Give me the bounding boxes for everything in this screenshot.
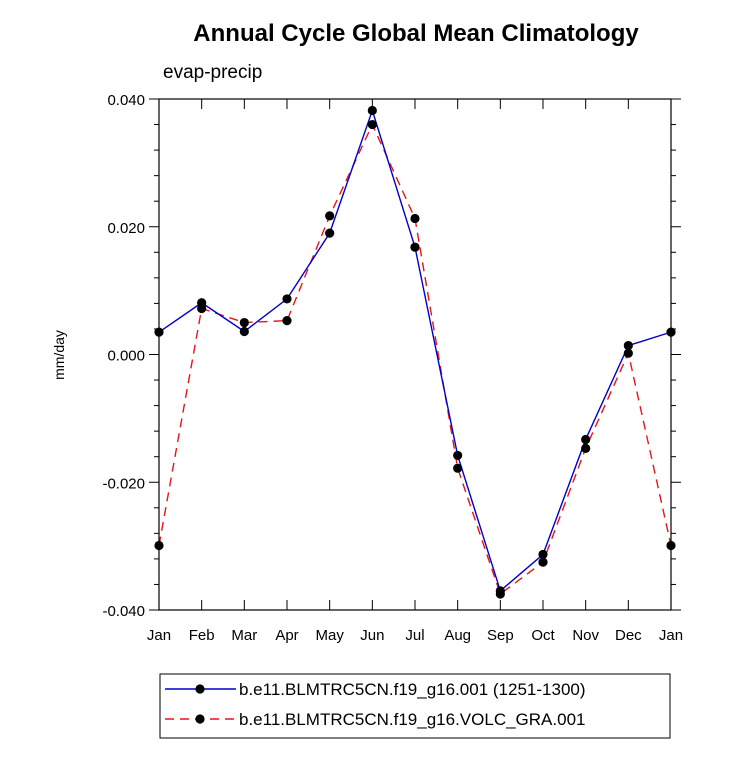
x-tick-label: Feb <box>189 627 215 644</box>
legend-box <box>159 673 671 739</box>
series-2-point <box>282 316 292 326</box>
series-2-point <box>410 213 420 224</box>
series-1-point <box>453 450 463 461</box>
x-tick-label: Jan <box>147 627 171 644</box>
legend-marker-2 <box>195 714 205 724</box>
chart-title: Annual Cycle Global Mean Climatology <box>193 20 639 47</box>
series-2-point <box>367 119 377 130</box>
x-tick-label: Dec <box>615 627 642 644</box>
series-1-point <box>623 340 633 351</box>
y-tick-label: -0.040 <box>102 603 145 620</box>
legend-label-2: b.e11.BLMTRC5CN.f19_g16.VOLC_GRA.001 <box>239 710 585 729</box>
series-2-point <box>453 463 463 473</box>
x-tick-label: May <box>315 627 344 644</box>
series-2-point <box>538 557 548 567</box>
series-1-point <box>538 549 548 560</box>
x-tick-label: Oct <box>531 627 555 644</box>
x-tick-label: Sep <box>487 627 514 644</box>
series-line-2 <box>158 122 672 596</box>
y-tick-label: -0.020 <box>102 475 145 492</box>
series-1-point <box>367 105 377 116</box>
series-1-point <box>410 242 420 252</box>
series-1-point <box>581 434 591 445</box>
legend-marker-1 <box>195 684 205 694</box>
series-1-point <box>282 294 292 304</box>
series-line-1 <box>158 108 672 593</box>
x-tick-label: Jun <box>360 627 384 644</box>
series-1-point <box>325 228 335 238</box>
legend: b.e11.BLMTRC5CN.f19_g16.001 (1251-1300) b… <box>159 673 671 739</box>
series-2-point <box>581 443 591 453</box>
plot-frame <box>158 98 672 611</box>
series-2-point <box>325 211 335 221</box>
y-axis-label: mm/day <box>51 330 67 380</box>
x-tick-label: Nov <box>572 627 599 644</box>
x-tick-label: Apr <box>275 627 298 644</box>
chart-subtitle: evap-precip <box>163 62 262 83</box>
x-tick-label: Aug <box>444 627 471 644</box>
y-tick-label: 0.020 <box>107 220 145 237</box>
x-tick-label: Mar <box>231 627 257 644</box>
series-2-point <box>623 348 633 358</box>
series-layer <box>154 105 676 599</box>
series-1-point <box>495 586 505 596</box>
x-tick-label: Jan <box>659 627 683 644</box>
x-tick-label: Jul <box>405 627 424 644</box>
y-tick-label: 0.040 <box>107 92 145 109</box>
series-1-point <box>197 298 207 308</box>
y-tick-label: 0.000 <box>107 348 145 365</box>
series-2-point <box>239 317 249 328</box>
legend-label-1: b.e11.BLMTRC5CN.f19_g16.001 (1251-1300) <box>239 680 586 699</box>
axes-layer: Jan Feb Mar Apr May Jun Jul Aug Sep Oct Nov Dec Jan-… <box>102 92 683 644</box>
series-1-point <box>239 326 249 337</box>
